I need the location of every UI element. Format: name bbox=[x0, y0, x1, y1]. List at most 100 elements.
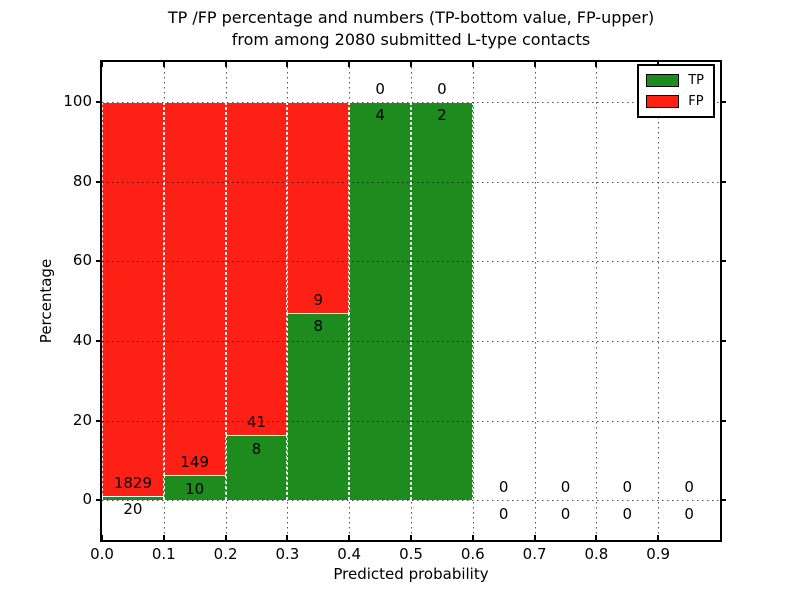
y-tick-mark-left bbox=[96, 180, 102, 183]
y-tick-label: 0 bbox=[82, 490, 92, 509]
legend: TP FP bbox=[637, 64, 715, 118]
chart-title-line1: TP /FP percentage and numbers (TP-bottom… bbox=[167, 8, 655, 27]
y-gridline bbox=[102, 181, 720, 183]
x-tick-label: 0.1 bbox=[151, 545, 176, 563]
bar-segment-fp bbox=[225, 101, 288, 436]
annotation-fp-count: 0 bbox=[437, 80, 447, 99]
y-gridline bbox=[102, 500, 720, 502]
x-tick-label: 0.3 bbox=[275, 545, 300, 563]
bar-segment-tp bbox=[287, 312, 350, 501]
legend-swatch-fp-icon bbox=[646, 95, 680, 108]
x-tick-mark-top bbox=[595, 62, 598, 67]
y-gridline bbox=[102, 420, 720, 422]
bar-segment-fp bbox=[287, 101, 350, 313]
x-tick-label: 0.4 bbox=[337, 545, 362, 563]
y-tick-mark-left bbox=[96, 260, 102, 263]
y-tick-mark-right bbox=[720, 339, 726, 342]
x-axis-label: Predicted probability bbox=[333, 565, 489, 583]
annotation-tp-count: 10 bbox=[185, 479, 205, 498]
annotation-fp-count: 0 bbox=[622, 478, 633, 497]
x-tick-mark-bottom bbox=[348, 535, 351, 540]
x-tick-mark-top bbox=[101, 62, 103, 67]
x-tick-mark-top bbox=[533, 62, 536, 67]
x-tick-mark-bottom bbox=[595, 535, 598, 540]
annotation-tp-count: 0 bbox=[684, 504, 694, 523]
x-tick-label: 0.7 bbox=[522, 545, 547, 563]
y-tick-mark-right bbox=[720, 260, 726, 263]
legend-label-tp: TP bbox=[688, 73, 704, 88]
x-tick-mark-bottom bbox=[162, 535, 165, 540]
x-gridline bbox=[534, 62, 536, 540]
bar-segment-fp bbox=[163, 101, 226, 476]
bar-segment-tp bbox=[349, 101, 411, 501]
y-tick-mark-left bbox=[96, 499, 102, 502]
bar-segment-tp bbox=[163, 475, 226, 501]
x-tick-mark-top bbox=[471, 62, 474, 67]
y-tick-label: 80 bbox=[72, 171, 92, 190]
x-tick-label: 0.0 bbox=[90, 545, 114, 563]
y-gridline bbox=[102, 101, 720, 103]
x-tick-label: 0.8 bbox=[584, 545, 609, 563]
x-tick-mark-bottom bbox=[101, 535, 103, 540]
legend-swatch-tp-icon bbox=[646, 74, 680, 87]
x-tick-mark-top bbox=[410, 62, 412, 67]
annotation-tp-count: 2 bbox=[437, 106, 447, 125]
x-tick-mark-bottom bbox=[286, 535, 289, 540]
annotation-fp-count: 41 bbox=[246, 413, 267, 432]
x-gridline bbox=[658, 62, 660, 540]
y-gridline bbox=[102, 340, 720, 342]
bar-segment-tp bbox=[225, 435, 288, 501]
x-tick-label: 0.5 bbox=[399, 545, 423, 563]
bar-segment-tp bbox=[102, 495, 164, 501]
annotation-fp-count: 0 bbox=[375, 80, 385, 99]
annotation-fp-count: 0 bbox=[684, 478, 694, 497]
y-tick-mark-left bbox=[96, 339, 102, 342]
x-tick-mark-bottom bbox=[410, 535, 412, 540]
x-tick-label: 0.2 bbox=[213, 545, 238, 563]
x-tick-mark-bottom bbox=[471, 535, 474, 540]
bar-segment-tp bbox=[411, 101, 473, 501]
annotation-fp-count: 149 bbox=[180, 453, 209, 472]
chart-title-line2: from among 2080 submitted L-type contact… bbox=[231, 30, 591, 49]
x-tick-mark-top bbox=[162, 62, 165, 67]
y-tick-label: 40 bbox=[72, 330, 92, 349]
x-tick-mark-bottom bbox=[533, 535, 536, 540]
chart-title: TP /FP percentage and numbers (TP-bottom… bbox=[11, 7, 800, 51]
y-tick-mark-left bbox=[96, 419, 102, 422]
annotation-tp-count: 0 bbox=[622, 504, 633, 523]
y-tick-label: 100 bbox=[63, 91, 92, 110]
x-tick-mark-top bbox=[224, 62, 227, 67]
legend-entry-tp: TP bbox=[646, 70, 704, 91]
annotation-fp-count: 0 bbox=[560, 478, 571, 497]
annotation-tp-count: 0 bbox=[560, 504, 571, 523]
x-tick-mark-top bbox=[286, 62, 289, 67]
annotation-fp-count: 9 bbox=[313, 290, 324, 309]
annotation-fp-count: 1829 bbox=[113, 474, 152, 493]
plot-area: TP FP 1829 20 149 10 41 8 9 8 0 4 0 2 0 0 0 0 0 0 0 0 0.0 0.1… bbox=[63, 60, 726, 563]
y-tick-mark-right bbox=[720, 180, 726, 183]
legend-entry-fp: FP bbox=[646, 91, 704, 112]
annotation-tp-count: 4 bbox=[375, 106, 385, 125]
x-gridline bbox=[596, 62, 598, 540]
y-tick-label: 60 bbox=[72, 251, 92, 270]
annotation-tp-count: 8 bbox=[251, 439, 262, 458]
y-tick-mark-right bbox=[720, 499, 726, 502]
x-gridline bbox=[472, 62, 474, 540]
annotation-tp-count: 8 bbox=[313, 317, 324, 336]
y-tick-mark-left bbox=[96, 100, 102, 103]
annotation-tp-count: 0 bbox=[498, 504, 509, 523]
x-tick-label: 0.6 bbox=[460, 545, 485, 563]
legend-label-fp: FP bbox=[688, 94, 704, 109]
y-gridline bbox=[102, 261, 720, 263]
y-tick-mark-right bbox=[720, 100, 726, 103]
y-tick-mark-right bbox=[720, 419, 726, 422]
annotation-fp-count: 0 bbox=[498, 478, 509, 497]
annotation-tp-count: 20 bbox=[123, 500, 143, 519]
bar-segment-fp bbox=[102, 101, 164, 496]
y-tick-label: 20 bbox=[72, 410, 92, 429]
x-tick-mark-bottom bbox=[224, 535, 227, 540]
x-tick-mark-bottom bbox=[657, 535, 660, 540]
x-tick-label: 0.9 bbox=[646, 545, 671, 563]
x-tick-mark-top bbox=[348, 62, 351, 67]
